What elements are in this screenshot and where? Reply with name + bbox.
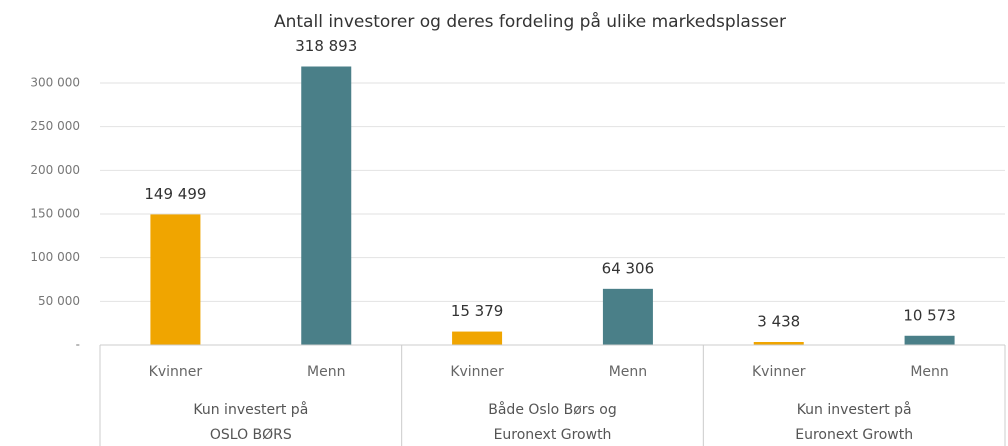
- bar: [602, 288, 653, 345]
- chart-title: Antall investorer og deres fordeling på …: [274, 11, 786, 32]
- data-label: 3 438: [757, 312, 800, 330]
- group-label: Euronext Growth: [795, 427, 913, 443]
- x-tick-label: Kvinner: [149, 364, 203, 380]
- bar: [301, 66, 352, 345]
- x-tick-label: Kvinner: [752, 364, 806, 380]
- group-label: OSLO BØRS: [210, 427, 292, 443]
- y-tick-label: -: [76, 338, 80, 352]
- bar: [150, 214, 201, 345]
- bar: [904, 335, 955, 345]
- y-tick-label: 200 000: [30, 163, 80, 177]
- group-label: Kun investert på: [797, 401, 912, 418]
- group-label: Euronext Growth: [494, 427, 612, 443]
- x-tick-label: Kvinner: [450, 364, 504, 380]
- y-tick-label: 250 000: [30, 119, 80, 133]
- y-tick-label: 100 000: [30, 250, 80, 264]
- data-label: 15 379: [451, 302, 504, 320]
- data-label: 318 893: [295, 37, 357, 55]
- data-label: 64 306: [602, 259, 655, 277]
- x-tick-label: Menn: [609, 364, 647, 380]
- bar: [753, 341, 804, 345]
- group-label: Kun investert på: [193, 401, 308, 418]
- data-label: 149 499: [144, 185, 206, 203]
- y-tick-label: 50 000: [38, 294, 80, 308]
- y-tick-label: 150 000: [30, 207, 80, 221]
- x-tick-label: Menn: [307, 364, 345, 380]
- bar: [452, 331, 503, 345]
- x-tick-label: Menn: [910, 364, 948, 380]
- group-label: Både Oslo Børs og: [488, 401, 616, 418]
- data-label: 10 573: [903, 306, 956, 324]
- y-tick-label: 300 000: [30, 76, 80, 90]
